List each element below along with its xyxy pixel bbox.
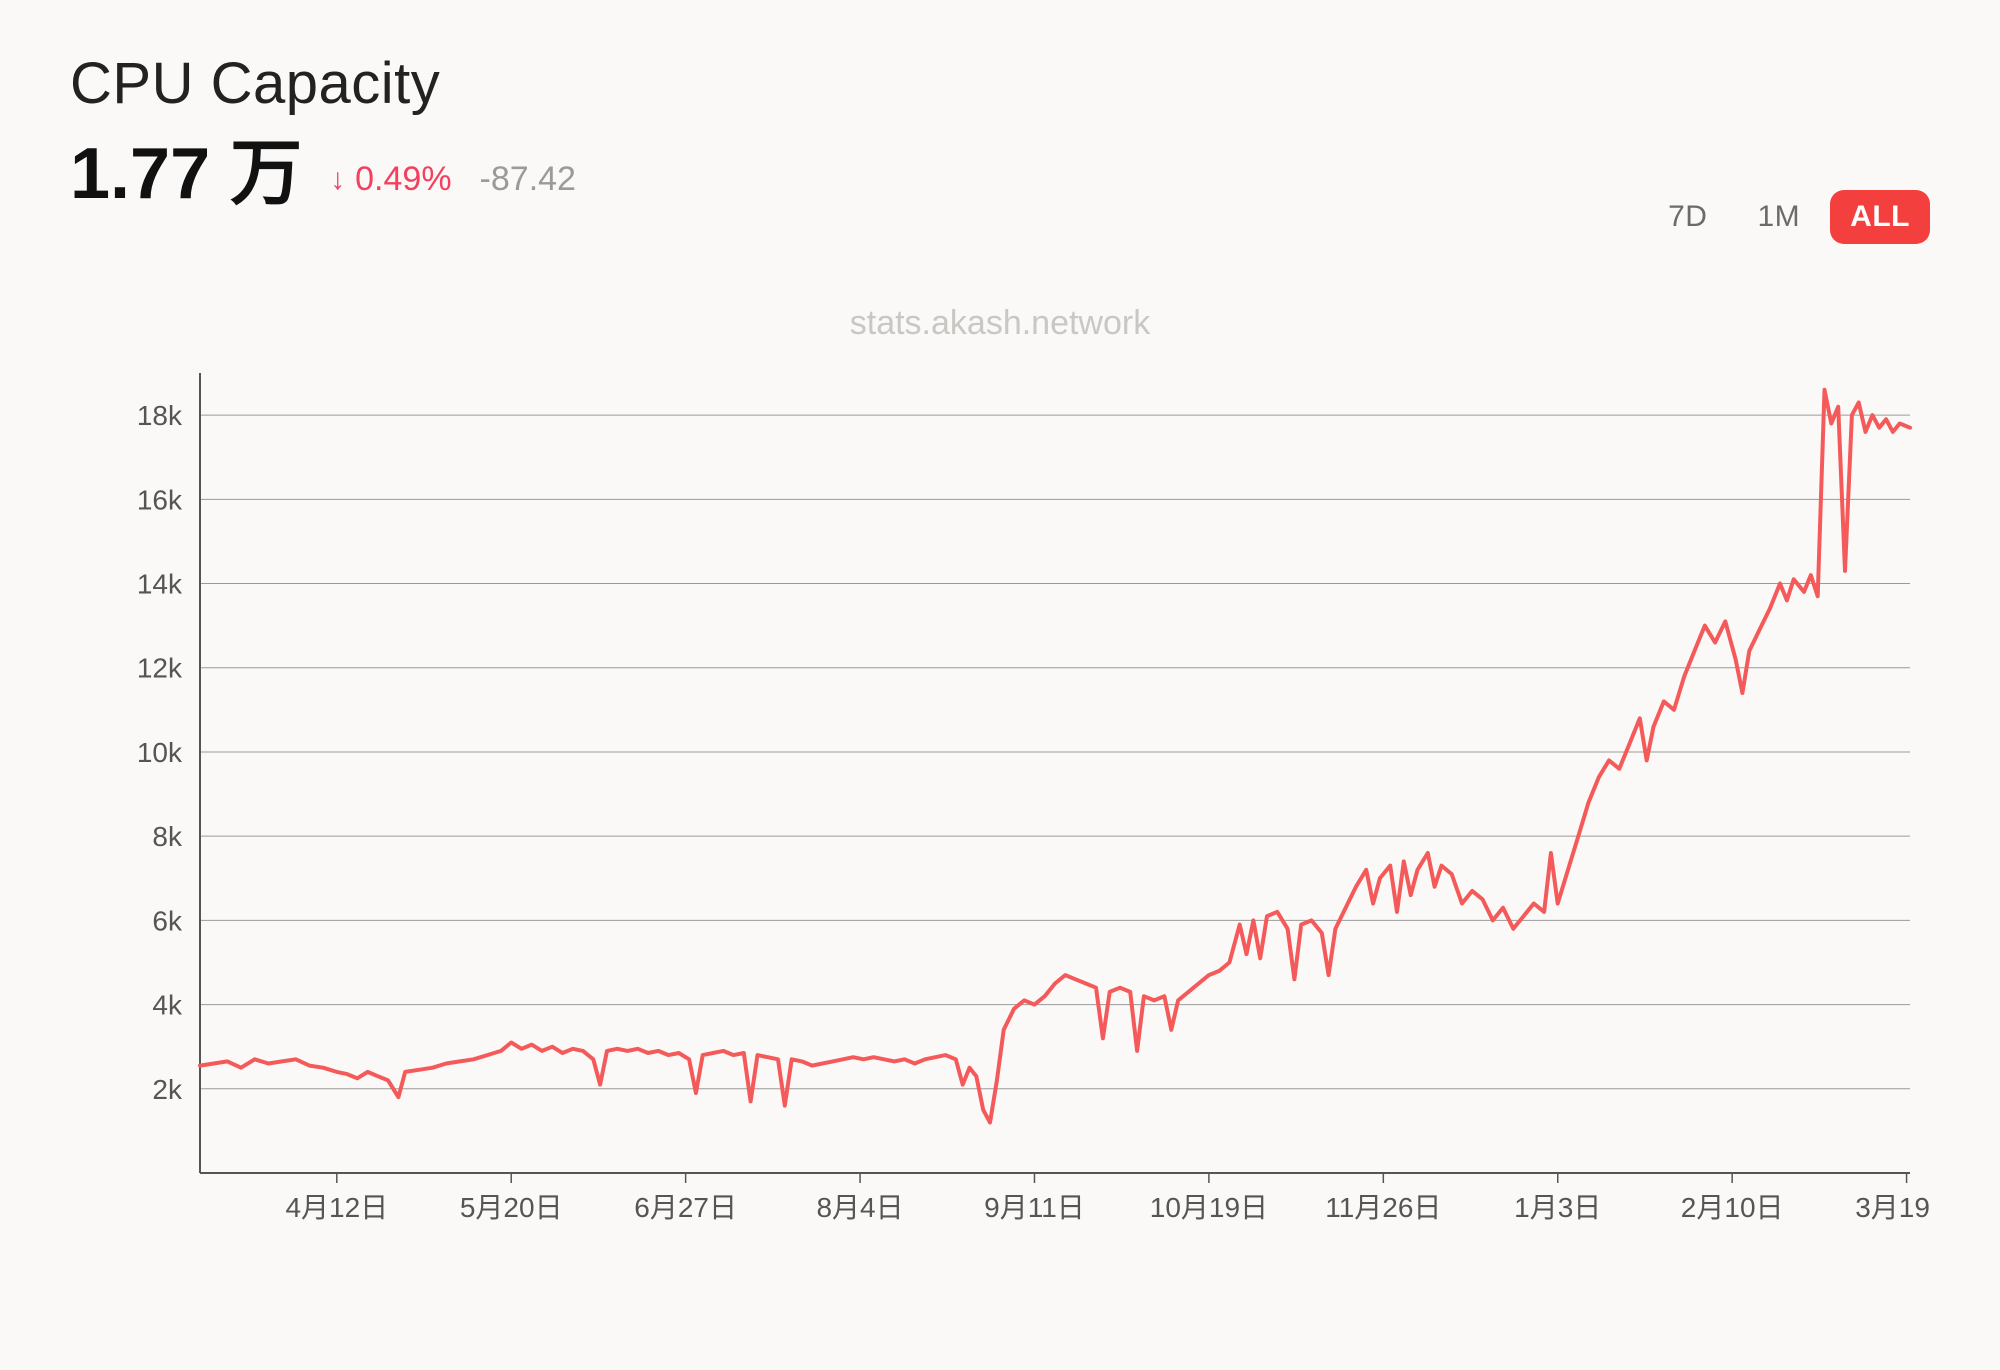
- header-left: CPU Capacity 1.77 万 ↓ 0.49% -87.42: [70, 50, 576, 213]
- metrics-row: 1.77 万 ↓ 0.49% -87.42: [70, 137, 576, 213]
- svg-text:5月20日: 5月20日: [460, 1192, 563, 1223]
- svg-text:2k: 2k: [152, 1074, 183, 1105]
- svg-text:4k: 4k: [152, 990, 183, 1021]
- chart-title: CPU Capacity: [70, 50, 576, 117]
- change-percent: 0.49%: [355, 160, 451, 199]
- current-value: 1.77 万: [70, 137, 302, 213]
- svg-text:11月26日: 11月26日: [1325, 1192, 1441, 1223]
- chart-container: CPU Capacity 1.77 万 ↓ 0.49% -87.42 7D 1M…: [0, 0, 2000, 1293]
- watermark: stats.akash.network: [70, 304, 1930, 343]
- change-block: ↓ 0.49% -87.42: [330, 160, 576, 199]
- range-tab-7d[interactable]: 7D: [1648, 190, 1727, 244]
- svg-text:8k: 8k: [152, 821, 183, 852]
- svg-text:10k: 10k: [137, 737, 183, 768]
- svg-text:3月19日: 3月19日: [1855, 1192, 1930, 1223]
- arrow-down-icon: ↓: [330, 163, 345, 197]
- svg-text:4月12日: 4月12日: [285, 1192, 388, 1223]
- svg-text:8月4日: 8月4日: [816, 1192, 903, 1223]
- chart-plot-area: 2k 4k 6k 8k 10k 12k 14k 16k 18k 4月12日 5月20日 6月27日 8月…: [70, 353, 1930, 1253]
- svg-text:12k: 12k: [137, 653, 183, 684]
- header-row: CPU Capacity 1.77 万 ↓ 0.49% -87.42 7D 1M…: [70, 50, 1930, 244]
- svg-text:6月27日: 6月27日: [634, 1192, 737, 1223]
- svg-text:1月3日: 1月3日: [1514, 1192, 1601, 1223]
- svg-text:6k: 6k: [152, 905, 183, 936]
- line-chart-svg: 2k 4k 6k 8k 10k 12k 14k 16k 18k 4月12日 5月20日 6月27日 8月…: [70, 353, 1930, 1253]
- svg-text:9月11日: 9月11日: [984, 1192, 1085, 1223]
- range-tab-1m[interactable]: 1M: [1737, 190, 1820, 244]
- range-tabs: 7D 1M ALL: [1648, 190, 1930, 244]
- svg-text:18k: 18k: [137, 400, 183, 431]
- range-tab-all[interactable]: ALL: [1830, 190, 1930, 244]
- svg-text:14k: 14k: [137, 569, 183, 600]
- svg-text:16k: 16k: [137, 484, 183, 515]
- change-delta: -87.42: [480, 160, 576, 199]
- svg-text:2月10日: 2月10日: [1681, 1192, 1784, 1223]
- svg-text:10月19日: 10月19日: [1150, 1192, 1268, 1223]
